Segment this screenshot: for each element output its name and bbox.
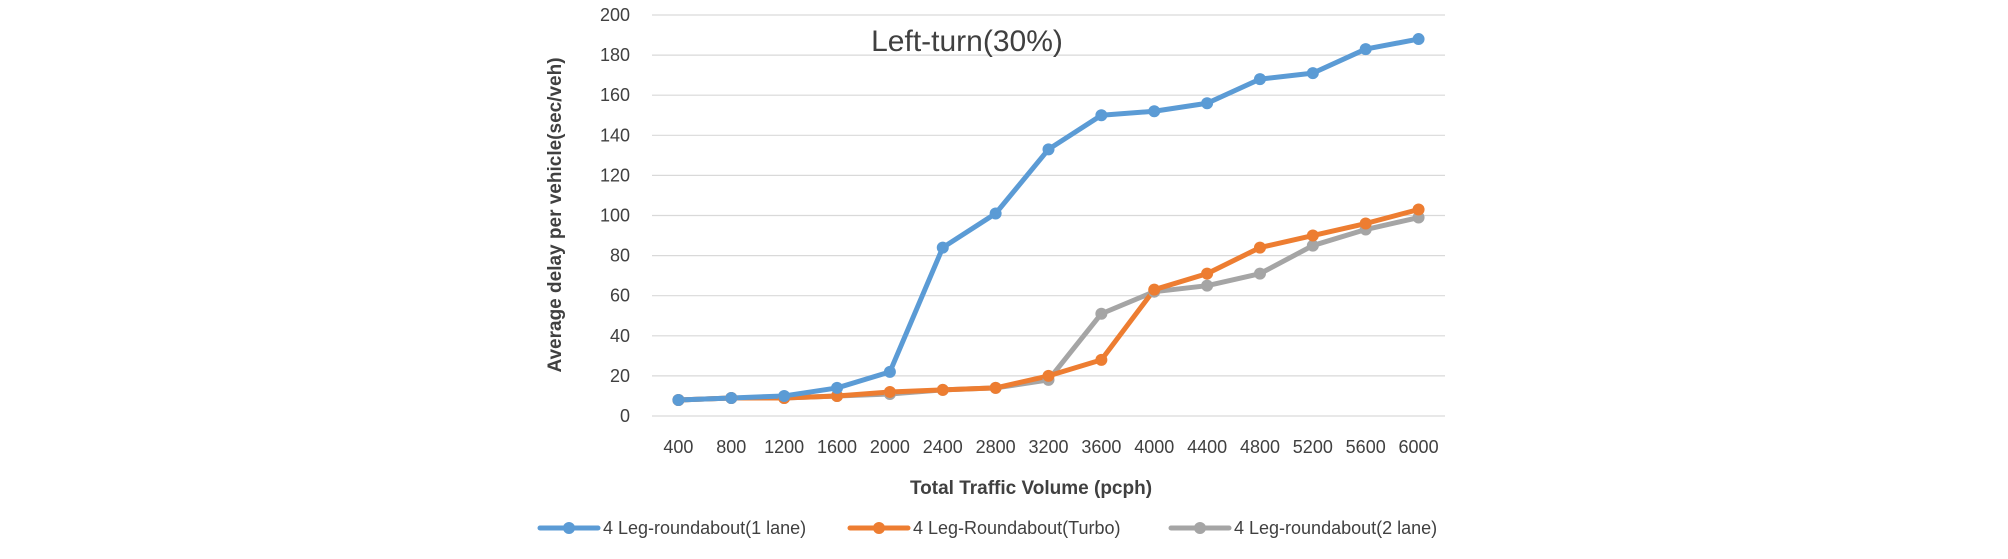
x-tick-label: 6000 — [1399, 437, 1439, 457]
data-point — [989, 381, 1002, 394]
data-point — [1412, 33, 1425, 46]
data-point — [1201, 97, 1214, 110]
data-point — [1306, 239, 1319, 252]
legend-label: 4 Leg-Roundabout(Turbo) — [913, 518, 1120, 538]
y-tick-label: 100 — [600, 206, 630, 226]
y-tick-label: 200 — [600, 5, 630, 25]
y-axis-title: Average delay per vehicle(sec/veh) — [545, 57, 566, 372]
data-point — [989, 207, 1002, 220]
data-point — [1359, 43, 1372, 56]
data-point — [1148, 283, 1161, 296]
legend-item-1: 4 Leg-roundabout(1 lane) — [537, 518, 806, 538]
data-point — [1306, 229, 1319, 242]
y-tick-label: 180 — [600, 45, 630, 65]
x-tick-label: 2800 — [976, 437, 1016, 457]
x-axis-title: Total Traffic Volume (pcph) — [910, 478, 1152, 499]
legend-item-2: 4 Leg-Roundabout(Turbo) — [847, 518, 1120, 538]
data-point — [1253, 241, 1266, 254]
y-tick-label: 140 — [600, 125, 630, 145]
series-lines — [675, 36, 1422, 403]
y-tick-label: 20 — [610, 366, 630, 386]
legend-swatch-marker — [563, 522, 575, 534]
data-point — [1306, 67, 1319, 80]
data-point — [778, 389, 791, 402]
data-point — [1042, 143, 1055, 156]
data-point — [1148, 105, 1161, 118]
data-point — [1412, 203, 1425, 216]
y-tick-label: 0 — [620, 406, 630, 426]
y-tick-label: 40 — [610, 326, 630, 346]
data-point — [1095, 109, 1108, 122]
x-tick-label: 2000 — [870, 437, 910, 457]
series-line-1 — [675, 36, 1422, 403]
legend: 4 Leg-roundabout(1 lane) 4 Leg-Roundabout… — [537, 518, 1437, 538]
series-markers — [672, 33, 1425, 406]
y-tick-labels: 0 20 40 60 80 100 120 140 160 180 200 — [600, 5, 630, 426]
x-tick-label: 800 — [716, 437, 746, 457]
data-point — [936, 383, 949, 396]
x-tick-label: 4000 — [1134, 437, 1174, 457]
data-point — [1042, 369, 1055, 382]
data-point — [1095, 353, 1108, 366]
legend-label: 4 Leg-roundabout(1 lane) — [603, 518, 806, 538]
x-tick-label: 400 — [663, 437, 693, 457]
legend-label: 4 Leg-roundabout(2 lane) — [1234, 518, 1437, 538]
data-point — [883, 365, 896, 378]
x-tick-label: 3200 — [1028, 437, 1068, 457]
data-point — [831, 381, 844, 394]
data-point — [725, 391, 738, 404]
data-point — [1095, 307, 1108, 320]
x-tick-labels: 400 800 1200 1600 2000 2400 2800 3200 3600 4000 44… — [663, 437, 1438, 457]
data-point — [1201, 267, 1214, 280]
data-point — [936, 241, 949, 254]
x-tick-label: 5600 — [1346, 437, 1386, 457]
gridlines — [652, 14, 1445, 417]
data-point — [1359, 217, 1372, 230]
legend-swatch-marker — [1194, 522, 1206, 534]
x-tick-label: 4800 — [1240, 437, 1280, 457]
data-point — [1253, 73, 1266, 86]
x-tick-label: 1600 — [817, 437, 857, 457]
y-tick-label: 160 — [600, 85, 630, 105]
y-tick-label: 120 — [600, 165, 630, 185]
data-point — [1201, 279, 1214, 292]
x-tick-label: 3600 — [1081, 437, 1121, 457]
x-tick-label: 1200 — [764, 437, 804, 457]
x-tick-label: 4400 — [1187, 437, 1227, 457]
x-tick-label: 5200 — [1293, 437, 1333, 457]
data-point — [672, 393, 685, 406]
data-point — [883, 385, 896, 398]
chart-title: Left-turn(30%) — [871, 25, 1063, 58]
legend-item-3: 4 Leg-roundabout(2 lane) — [1168, 518, 1437, 538]
data-point — [1253, 267, 1266, 280]
y-tick-label: 60 — [610, 286, 630, 306]
x-tick-label: 2400 — [923, 437, 963, 457]
legend-swatch-marker — [873, 522, 885, 534]
y-tick-label: 80 — [610, 246, 630, 266]
